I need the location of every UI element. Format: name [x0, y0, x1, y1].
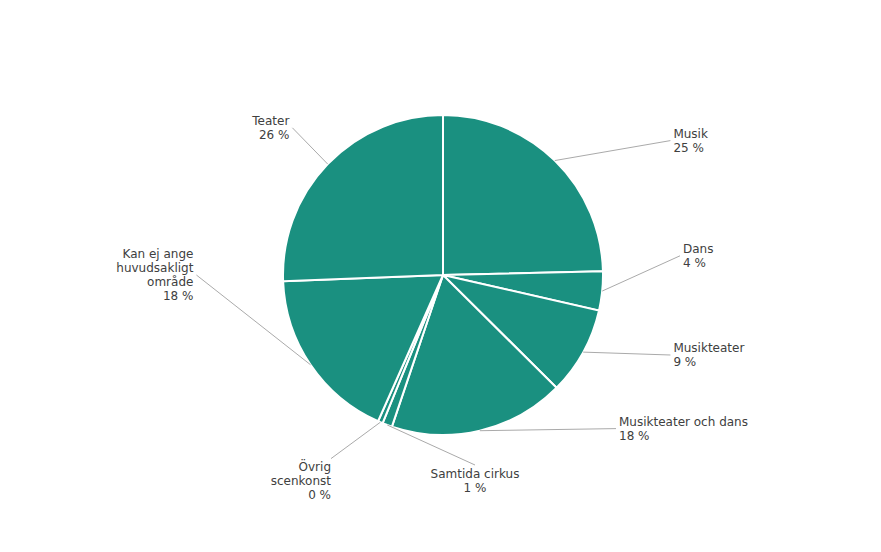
svg-text:Övrigscenkonst0 %: Övrigscenkonst0 %: [271, 458, 332, 502]
svg-text:Kan ej angehuvudsakligtområde1: Kan ej angehuvudsakligtområde18 %: [116, 247, 193, 303]
svg-text:Musikteater och dans18 %: Musikteater och dans18 %: [619, 415, 748, 443]
svg-text:Musik25 %: Musik25 %: [673, 127, 708, 155]
svg-text:Samtida cirkus1 %: Samtida cirkus1 %: [431, 467, 520, 495]
svg-text:Dans4 %: Dans4 %: [683, 242, 713, 270]
svg-text:Teater26 %: Teater26 %: [251, 114, 289, 142]
svg-text:Musikteater9 %: Musikteater9 %: [673, 341, 744, 369]
